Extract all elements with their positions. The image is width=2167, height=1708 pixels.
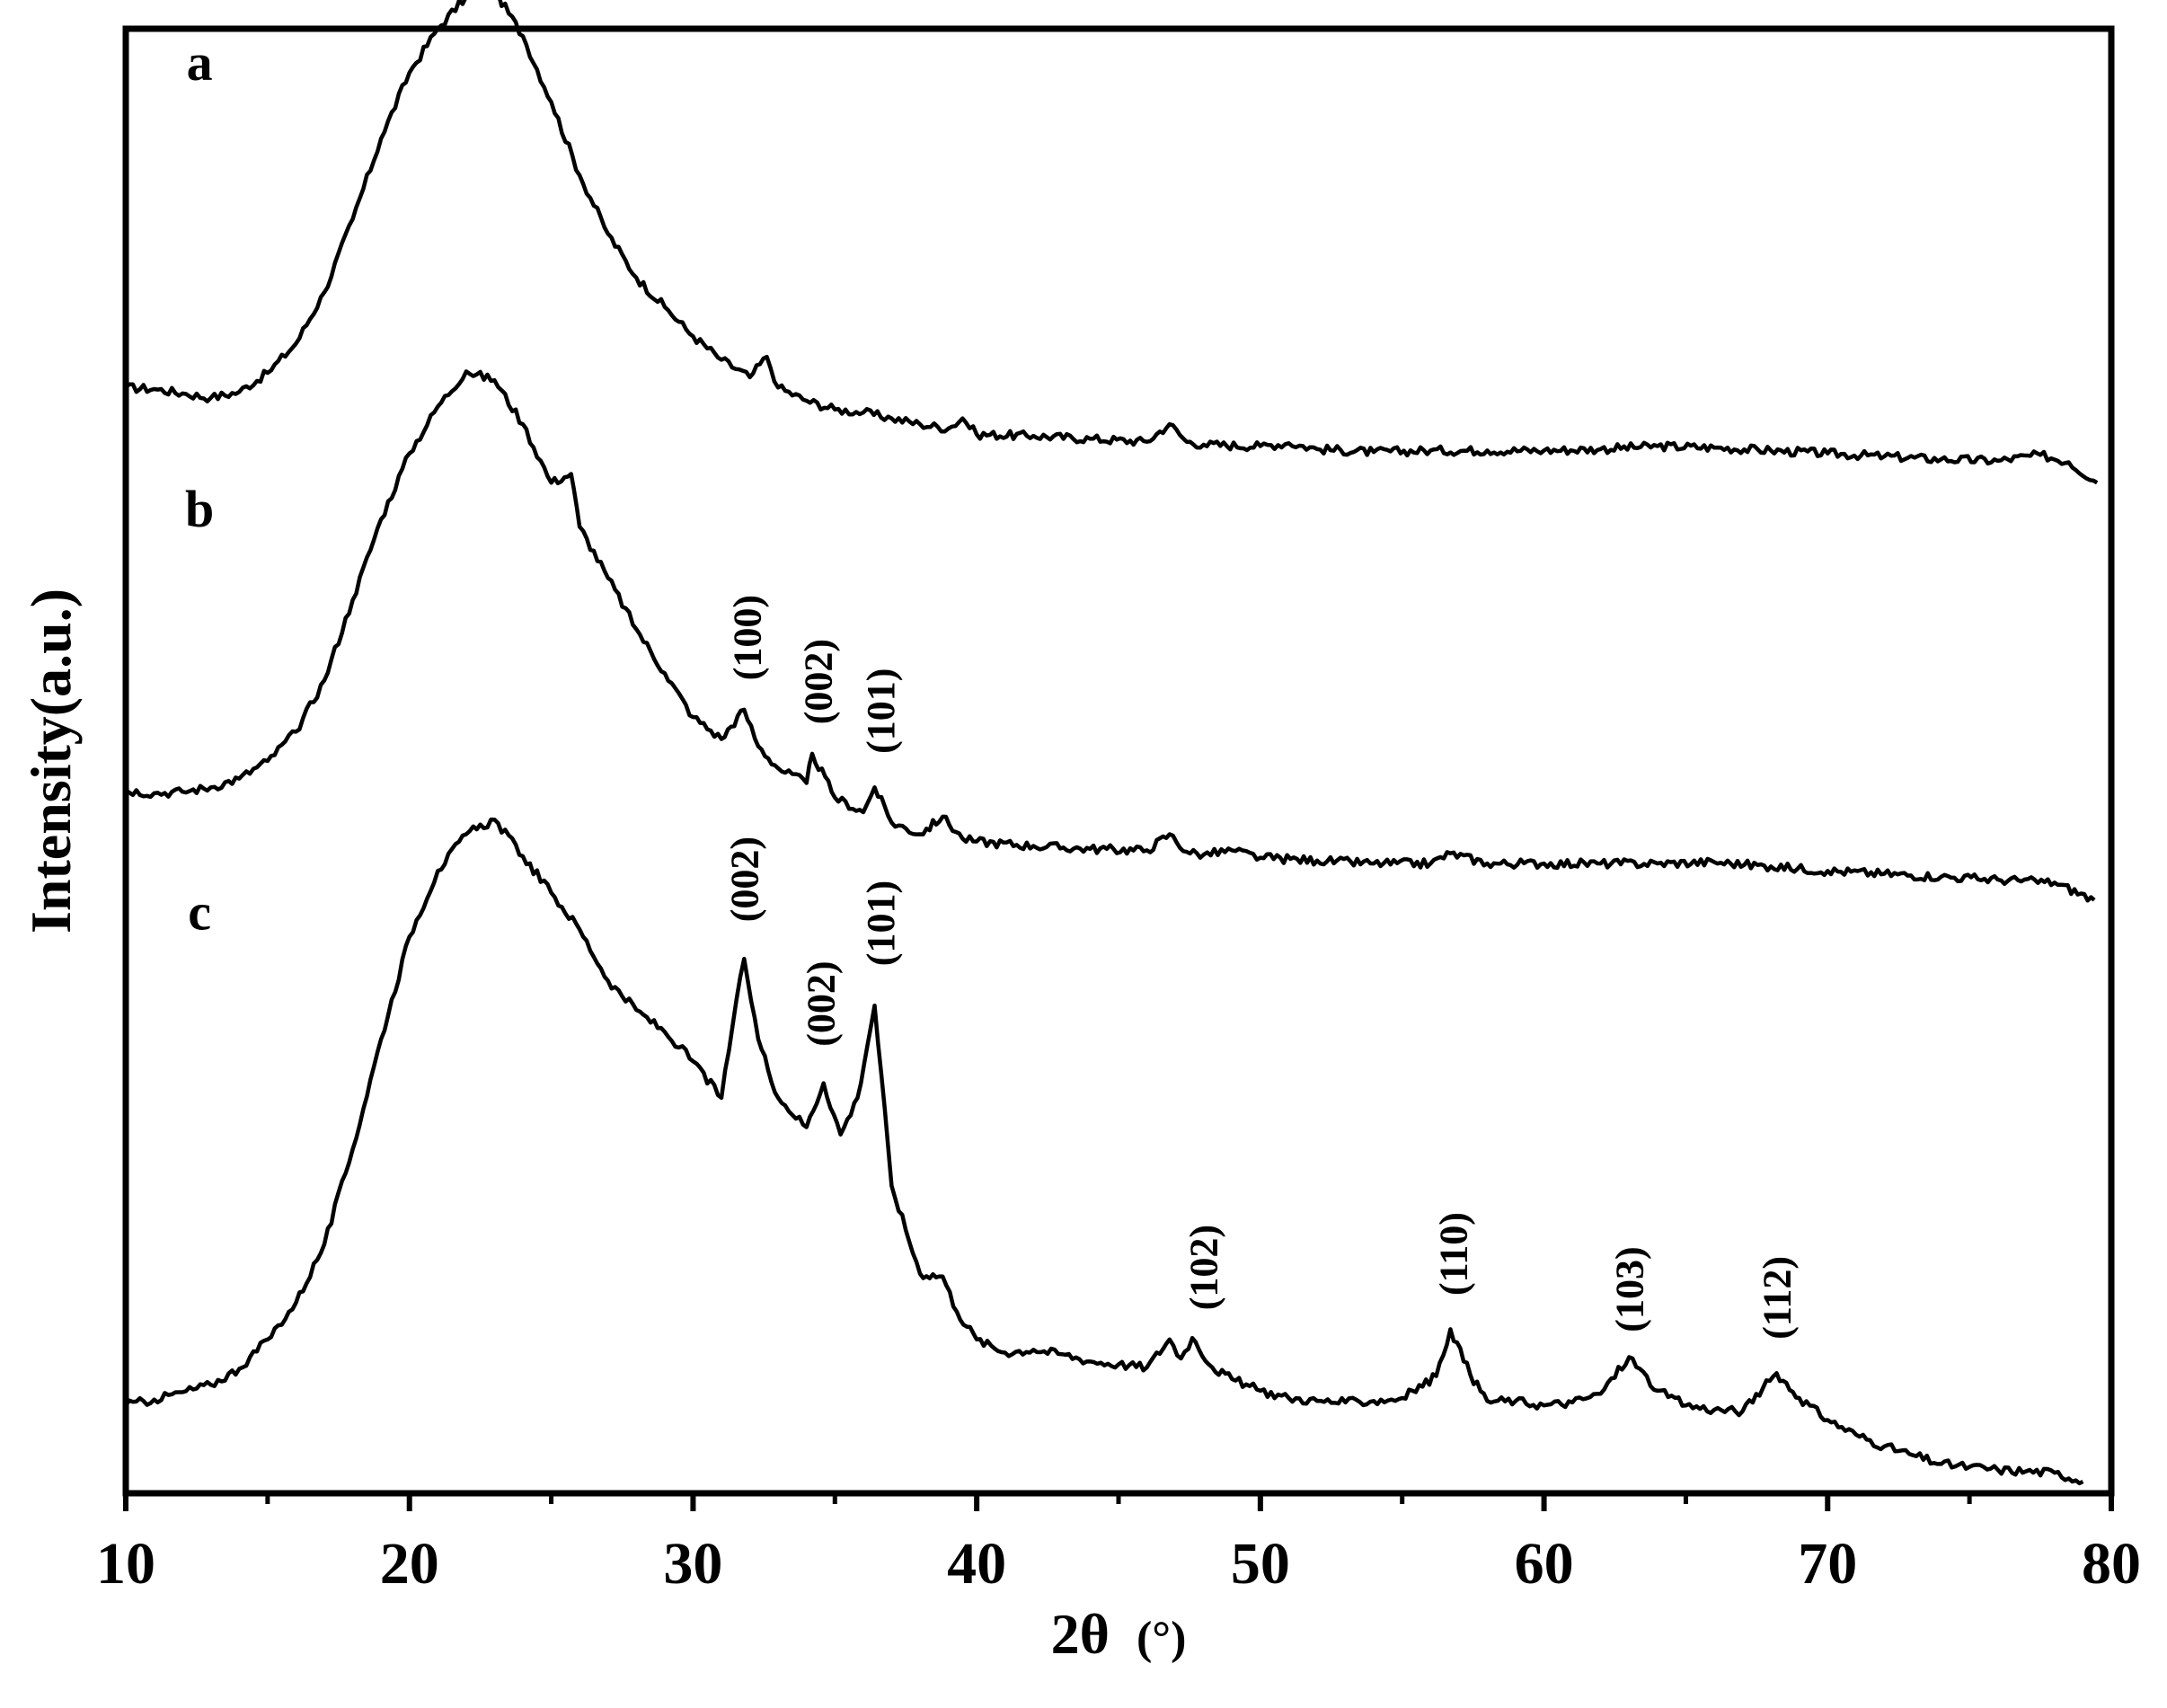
plot-frame (122, 25, 2115, 1497)
x-tick-label: 20 (380, 1531, 439, 1597)
x-tick-label: 50 (1231, 1531, 1290, 1597)
peak-label: (101) (859, 881, 903, 966)
peak-label: (101) (859, 668, 903, 754)
peak-label: (103) (1607, 1246, 1651, 1332)
x-tick-label: 40 (947, 1531, 1006, 1597)
peak-label: (002) (800, 960, 844, 1046)
x-tick-label: 80 (2082, 1531, 2141, 1597)
peak-label: (002) (722, 836, 766, 922)
peak-label: (110) (1432, 1212, 1476, 1296)
x-tick-label: 70 (1798, 1531, 1857, 1597)
peak-labels: (100) (002) (101) (002) (002) (101) (102) (110)… (722, 595, 1799, 1340)
x-ticks (123, 1493, 2114, 1511)
x-axis-title: 2θ (°) (1051, 1602, 1187, 1666)
series-label-b: b (185, 480, 214, 538)
series-labels: a b c (185, 33, 214, 941)
x-tick-label: 30 (663, 1531, 722, 1597)
peak-label: (100) (725, 595, 769, 680)
series-label-c: c (188, 882, 211, 941)
series-lines (124, 0, 2099, 1486)
x-tick-label: 10 (96, 1531, 155, 1597)
peak-label: (002) (796, 639, 840, 724)
x-axis-label: 2θ (1051, 1602, 1110, 1666)
x-axis-unit: (°) (1137, 1613, 1186, 1664)
peak-label: (102) (1182, 1225, 1226, 1310)
series-line-c (124, 817, 2084, 1486)
series-line-a (124, 0, 2099, 485)
y-axis-title: Intensity(a.u.) (19, 589, 83, 934)
series-line-b (124, 369, 2096, 903)
x-tick-label: 60 (1515, 1531, 1574, 1597)
peak-label: (112) (1756, 1256, 1800, 1340)
x-tick-labels: 10 20 30 40 50 60 70 80 (96, 1531, 2141, 1597)
series-label-a: a (187, 33, 213, 92)
